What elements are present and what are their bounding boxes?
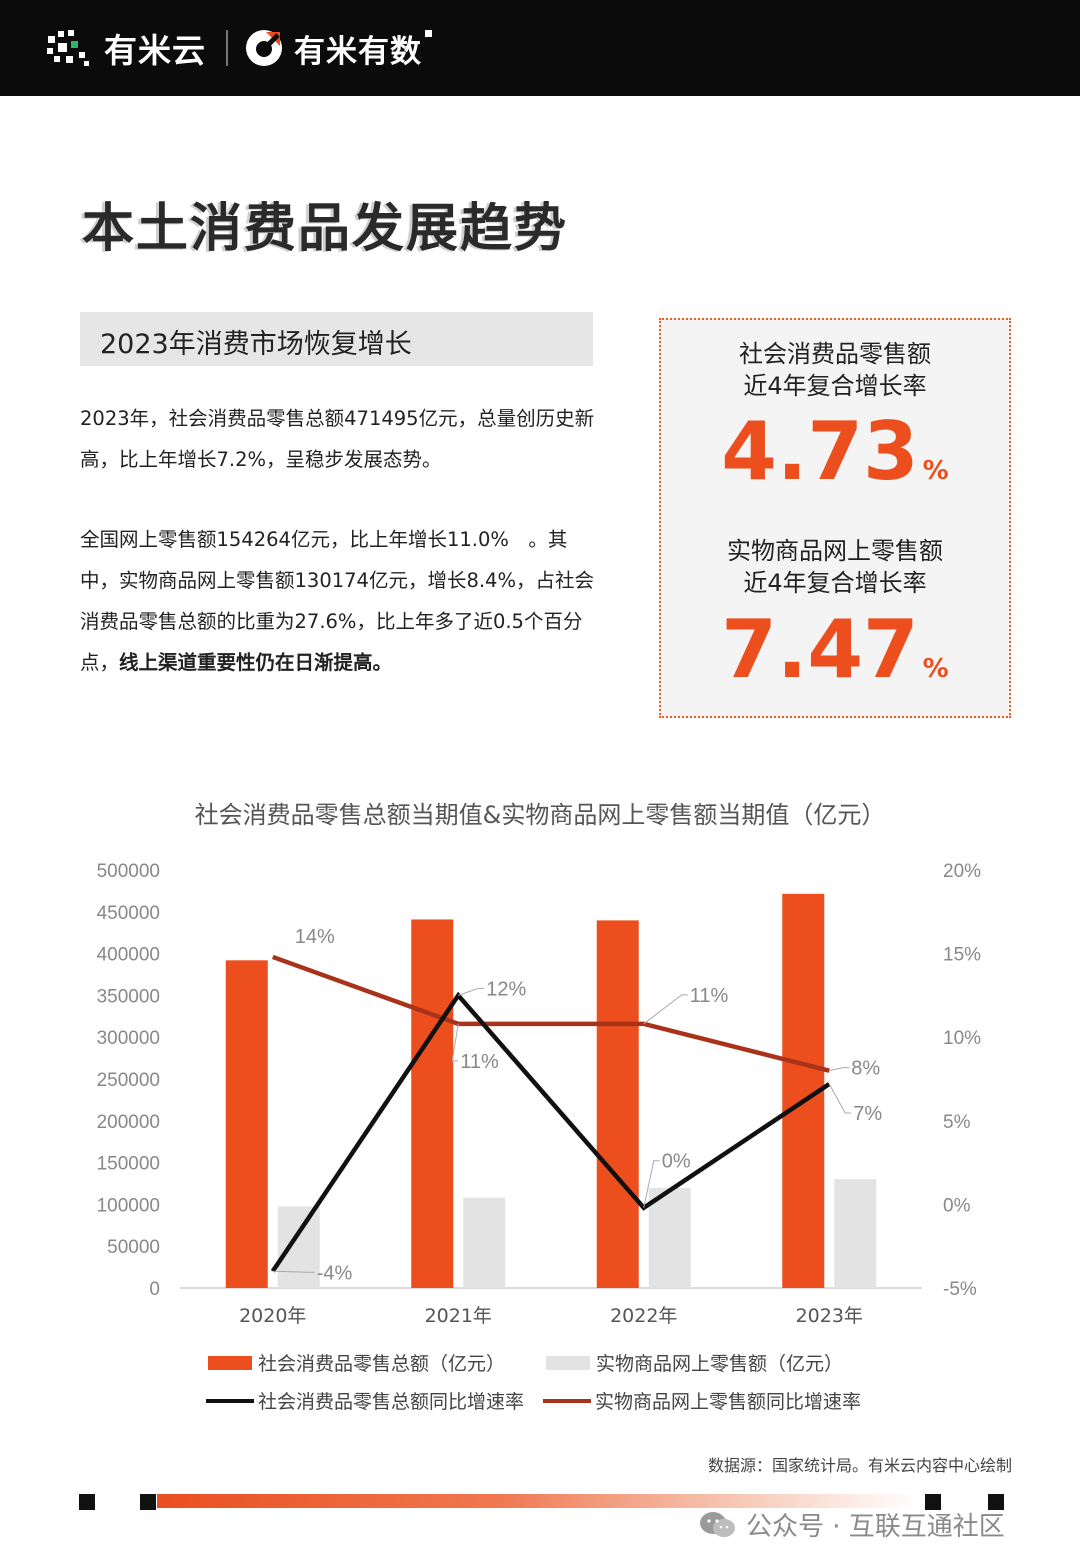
stat-label-retail-line1: 社会消费品零售额: [739, 340, 931, 368]
legend-label-online-retail: 实物商品网上零售额（亿元）: [596, 1353, 844, 1375]
youmi-cloud-logo-icon: [47, 30, 89, 66]
data-label-leader: [829, 1067, 850, 1072]
top-bar: 有米云 有米有数: [0, 0, 1080, 96]
paragraph-retail-total: 2023年，社会消费品零售总额471495亿元，总量创历史新高，比上年增长7.2…: [80, 407, 595, 471]
stat-value-online-number: 7.47: [721, 603, 919, 696]
data-label-leader: [643, 1160, 660, 1208]
brand-name-youmi-data: 有米有数: [294, 33, 422, 70]
stat-value-online-cagr: 7.47%: [661, 610, 1009, 709]
legend-item-online-retail: 实物商品网上零售额（亿元）: [546, 1349, 843, 1376]
y-left-tick-label: 50000: [107, 1237, 160, 1258]
legend-item-retail-total: 社会消费品零售总额（亿元）: [208, 1349, 505, 1376]
data-label-retail-growth: 0%: [662, 1151, 691, 1173]
bar-retail-total: [225, 960, 268, 1288]
chart-title: 社会消费品零售总额当期值&实物商品网上零售额当期值（亿元）: [194, 801, 886, 829]
data-source-note: 数据源：国家统计局。有米云内容中心绘制: [707, 1456, 1012, 1475]
data-label-online-growth: 14%: [295, 926, 335, 948]
legend-swatch-online-growth: [543, 1398, 591, 1403]
paragraph-online-retail: 全国网上零售额154264亿元，比上年增长11.0% 。其中，实物商品网上零售额…: [80, 519, 600, 683]
footer-square-right-1: [925, 1494, 941, 1510]
wechat-watermark: 公众号 · 互联互通社区: [698, 1506, 1005, 1543]
data-label-leader: [643, 994, 688, 1025]
section-title: 2023年消费市场恢复增长: [100, 329, 412, 360]
footer-square-left-1: [79, 1494, 95, 1510]
logo-divider: [226, 30, 228, 66]
logo-dot: [425, 30, 432, 37]
x-tick-label: 2021年: [425, 1305, 492, 1327]
line-online-growth: [271, 954, 830, 1073]
chart-legend: 社会消费品零售总额（亿元） 实物商品网上零售额（亿元） 社会消费品零售总额同比增…: [0, 1345, 1080, 1425]
legend-label-retail-growth: 社会消费品零售总额同比增速率: [258, 1391, 525, 1413]
y-right-tick-label: 15%: [943, 945, 981, 966]
stat-label-retail-line2: 近4年复合增长率: [743, 372, 927, 400]
data-label-leader: [272, 1270, 315, 1273]
y-left-tick-label: 250000: [97, 1070, 160, 1091]
y-left-tick-label: 150000: [97, 1154, 160, 1175]
bar-online-retail: [277, 1206, 320, 1288]
bar-online-retail: [834, 1179, 877, 1288]
footer-square-left-2: [140, 1494, 156, 1510]
data-label-retail-growth: 12%: [486, 978, 526, 1000]
stat-value-online-unit: %: [922, 654, 949, 684]
stat-label-online-line1: 实物商品网上零售额: [727, 537, 943, 565]
x-tick-label: 2022年: [610, 1305, 677, 1327]
youmi-data-logo: 有米有数: [244, 24, 444, 72]
bar-online-retail: [463, 1197, 506, 1288]
y-right-tick-label: 5%: [943, 1112, 971, 1133]
y-left-tick-label: 200000: [97, 1112, 160, 1133]
legend-label-retail-total: 社会消费品零售总额（亿元）: [258, 1353, 506, 1375]
youmi-data-logo-icon: [246, 30, 282, 66]
y-right-tick-label: 20%: [943, 861, 981, 882]
bar-retail-total: [411, 919, 454, 1288]
stat-value-retail-cagr: 4.73%: [661, 412, 1009, 511]
bar-online-retail: [648, 1187, 691, 1288]
watermark-text: 公众号 · 互联互通社区: [746, 1512, 1005, 1542]
stat-label-online-line2: 近4年复合增长率: [743, 569, 927, 597]
x-tick-label: 2020年: [239, 1305, 306, 1327]
data-label-online-growth: 8%: [851, 1058, 880, 1080]
y-left-tick-label: 300000: [97, 1028, 160, 1049]
legend-swatch-online-retail: [546, 1355, 590, 1370]
retail-combo-chart: 5000004500004000003500003000002500002000…: [97, 861, 982, 1327]
brand-name-youmi-cloud: 有米云: [104, 31, 206, 70]
data-label-leader: [451, 1023, 459, 1062]
youmi-cloud-logo: 有米云: [44, 26, 214, 70]
y-right-tick-label: 10%: [943, 1028, 981, 1049]
data-label-online-growth: 11%: [460, 1051, 499, 1073]
y-left-tick-label: 450000: [97, 903, 160, 924]
x-tick-label: 2023年: [796, 1305, 863, 1327]
y-left-tick-label: 400000: [97, 945, 160, 966]
paragraph-online-retail-highlight: 线上渠道重要性仍在日渐提高。: [119, 651, 393, 674]
footer-square-right-2: [988, 1494, 1004, 1510]
data-label-leader: [458, 987, 485, 996]
legend-swatch-retail-growth: [206, 1398, 254, 1403]
bar-retail-total: [596, 920, 639, 1288]
data-label-retail-growth: 7%: [853, 1103, 882, 1125]
y-left-tick-label: 0: [149, 1279, 160, 1300]
footer-gradient-bar: [157, 1494, 917, 1508]
stat-value-retail-number: 4.73: [721, 405, 919, 498]
legend-label-online-growth: 实物商品网上零售额同比增速率: [595, 1391, 862, 1413]
legend-item-online-growth: 实物商品网上零售额同比增速率: [543, 1387, 861, 1414]
stat-value-retail-unit: %: [922, 456, 949, 486]
y-left-tick-label: 500000: [97, 861, 160, 882]
legend-swatch-retail-total: [208, 1355, 252, 1370]
y-left-tick-label: 350000: [97, 986, 160, 1007]
cagr-stat-card: 社会消费品零售额 近4年复合增长率 4.73% 实物商品网上零售额 近4年复合增…: [659, 318, 1011, 718]
y-right-tick-label: -5%: [943, 1279, 977, 1300]
paragraph-online-retail-text: 全国网上零售额154264亿元，比上年增长11.0% 。其中，实物商品网上零售额…: [80, 528, 594, 674]
y-right-tick-label: 0%: [943, 1195, 971, 1216]
line-retail-growth: [270, 991, 831, 1273]
page-title: 本土消费品发展趋势: [82, 199, 569, 259]
y-left-tick-label: 100000: [97, 1195, 160, 1216]
data-label-online-growth: 11%: [690, 985, 729, 1007]
data-label-leader: [828, 1083, 852, 1114]
data-label-retail-growth: -4%: [317, 1262, 353, 1284]
wechat-icon: [700, 1511, 735, 1537]
legend-item-retail-growth: 社会消费品零售总额同比增速率: [206, 1387, 524, 1414]
section-heading-box: 2023年消费市场恢复增长: [80, 312, 593, 366]
